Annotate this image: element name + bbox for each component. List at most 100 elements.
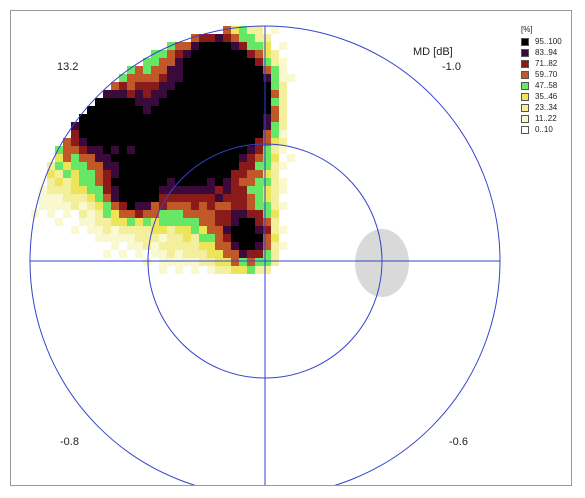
heatmap-cell xyxy=(103,178,111,186)
heatmap-cell xyxy=(47,178,55,186)
heatmap-cell xyxy=(127,98,135,106)
heatmap-cell xyxy=(111,202,119,210)
heatmap-cell xyxy=(223,194,231,202)
heatmap-cell xyxy=(207,50,215,58)
heatmap-cell xyxy=(79,162,87,170)
heatmap-cell xyxy=(111,138,119,146)
heatmap-cell xyxy=(239,250,247,258)
heatmap-cell xyxy=(159,146,167,154)
heatmap-cell xyxy=(231,202,239,210)
heatmap-cell xyxy=(239,146,247,154)
heatmap-cell xyxy=(279,90,287,98)
heatmap-cell xyxy=(255,50,263,58)
heatmap-cell xyxy=(183,122,191,130)
quadrant-value-lower-right: -0.6 xyxy=(449,436,468,448)
heatmap-cell xyxy=(247,26,255,34)
heatmap-cell xyxy=(135,98,143,106)
heatmap-cell xyxy=(167,234,175,242)
heatmap-cell xyxy=(127,210,135,218)
heatmap-cell xyxy=(263,66,271,74)
heatmap-cell xyxy=(143,130,151,138)
heatmap-cell xyxy=(263,146,271,154)
heatmap-cell xyxy=(223,34,231,42)
heatmap-cell xyxy=(263,74,271,82)
heatmap-cell xyxy=(191,258,199,266)
heatmap-cell xyxy=(103,146,111,154)
heatmap-cell xyxy=(127,154,135,162)
heatmap-cell xyxy=(143,154,151,162)
legend-label: 95..100 xyxy=(535,37,562,46)
legend-swatch xyxy=(521,103,529,112)
heatmap-cell xyxy=(167,202,175,210)
heatmap-cell xyxy=(111,226,119,234)
heatmap-cell xyxy=(199,58,207,66)
heatmap-cell xyxy=(223,154,231,162)
heatmap-cell xyxy=(63,194,71,202)
heatmap-cell xyxy=(167,218,175,226)
heatmap-cell xyxy=(223,50,231,58)
heatmap-cell xyxy=(159,106,167,114)
heatmap-cell xyxy=(239,42,247,50)
heatmap-cell xyxy=(271,234,279,242)
heatmap-cell xyxy=(95,122,103,130)
heatmap-cell xyxy=(207,234,215,242)
heatmap-cell xyxy=(207,74,215,82)
heatmap-cell xyxy=(263,210,271,218)
heatmap-cell xyxy=(199,194,207,202)
heatmap-cell xyxy=(207,170,215,178)
heatmap-cell xyxy=(183,210,191,218)
heatmap-cell xyxy=(127,106,135,114)
heatmap-cell xyxy=(135,250,143,258)
heatmap-cell xyxy=(167,210,175,218)
heatmap-cell xyxy=(71,154,79,162)
heatmap-cell xyxy=(263,58,271,66)
heatmap-cell xyxy=(271,50,279,58)
heatmap-cell xyxy=(167,74,175,82)
heatmap-cell xyxy=(135,218,143,226)
heatmap-cell xyxy=(55,154,63,162)
heatmap-cell xyxy=(151,178,159,186)
heatmap-cell xyxy=(151,122,159,130)
heatmap-cell xyxy=(143,178,151,186)
heatmap-cell xyxy=(207,130,215,138)
heatmap-cell xyxy=(111,154,119,162)
heatmap-cell xyxy=(119,130,127,138)
heatmap-cell xyxy=(231,42,239,50)
heatmap-cell xyxy=(215,170,223,178)
heatmap-cell xyxy=(271,82,279,90)
heatmap-cell xyxy=(263,34,271,42)
heatmap-cell xyxy=(167,82,175,90)
heatmap-cell xyxy=(63,154,71,162)
heatmap-cell xyxy=(215,98,223,106)
heatmap-cell xyxy=(183,258,191,266)
heatmap-cell xyxy=(79,138,87,146)
heatmap-cell xyxy=(159,178,167,186)
heatmap-cell xyxy=(119,106,127,114)
heatmap-cell xyxy=(175,106,183,114)
heatmap-cell xyxy=(151,74,159,82)
heatmap-cell xyxy=(103,202,111,210)
heatmap-cell xyxy=(199,122,207,130)
heatmap-cell xyxy=(231,106,239,114)
heatmap-cell xyxy=(151,90,159,98)
heatmap-cell xyxy=(279,114,287,122)
heatmap-cell xyxy=(143,74,151,82)
heatmap-cell xyxy=(159,130,167,138)
heatmap-cell xyxy=(215,202,223,210)
heatmap-cell xyxy=(135,138,143,146)
heatmap-cell xyxy=(119,194,127,202)
heatmap-cell xyxy=(271,170,279,178)
heatmap-cell xyxy=(263,194,271,202)
heatmap-cell xyxy=(215,58,223,66)
heatmap-cell xyxy=(167,250,175,258)
heatmap-cell xyxy=(279,98,287,106)
heatmap-cell xyxy=(119,202,127,210)
perimetry-plot xyxy=(29,25,501,485)
heatmap-cell xyxy=(79,170,87,178)
quadrant-value-upper-right: -1.0 xyxy=(442,61,461,73)
heatmap-cell xyxy=(191,50,199,58)
heatmap-cell xyxy=(247,162,255,170)
heatmap-cell xyxy=(63,178,71,186)
heatmap-cell xyxy=(191,146,199,154)
heatmap-cell xyxy=(151,98,159,106)
